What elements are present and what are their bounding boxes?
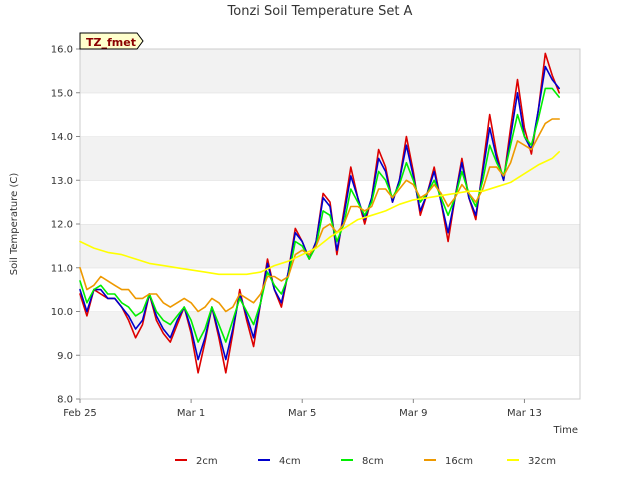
x-axis-label: Time xyxy=(553,425,578,436)
y-axis-ticks: 8.0 9.0 10.0 11.0 12.0 13.0 14.0 15.0 16.0 xyxy=(51,45,80,406)
legend-label-32cm: 32cm xyxy=(528,456,556,467)
series-line-16cm xyxy=(79,118,561,313)
grid-band xyxy=(80,92,580,137)
y-tick-label: 10.0 xyxy=(51,307,73,318)
legend: 2cm 4cm 8cm 16cm 32cm xyxy=(175,456,556,467)
y-tick-label: 16.0 xyxy=(51,45,73,56)
series-line-8cm xyxy=(79,87,561,343)
station-badge: TZ_fmet xyxy=(79,32,144,50)
legend-label-8cm: 8cm xyxy=(362,456,384,467)
grid-band xyxy=(80,49,580,93)
legend-label-16cm: 16cm xyxy=(445,456,473,467)
x-tick-label: Feb 25 xyxy=(63,408,97,419)
y-tick-label: 9.0 xyxy=(57,351,73,362)
grid-band xyxy=(80,224,580,268)
x-tick-label: Mar 5 xyxy=(288,408,316,419)
series-line-32cm xyxy=(79,151,561,276)
badge-shape xyxy=(79,32,144,50)
legend-label-4cm: 4cm xyxy=(279,456,301,467)
series-lines xyxy=(79,52,561,374)
y-tick-label: 11.0 xyxy=(51,263,73,274)
x-tick-label: Mar 13 xyxy=(507,408,542,419)
y-tick-label: 8.0 xyxy=(57,395,73,406)
y-tick-label: 12.0 xyxy=(51,220,73,231)
y-tick-label: 15.0 xyxy=(51,88,73,99)
x-tick-label: Mar 1 xyxy=(177,408,205,419)
y-tick-label: 13.0 xyxy=(51,176,73,187)
x-tick-label: Mar 9 xyxy=(399,408,427,419)
y-axis-label: Soil Temperature (C) xyxy=(9,173,20,276)
badge-label: TZ_fmet xyxy=(86,36,136,49)
legend-label-2cm: 2cm xyxy=(196,456,218,467)
grid-band xyxy=(80,267,580,312)
y-tick-label: 14.0 xyxy=(51,132,73,143)
x-axis-ticks: Feb 25 Mar 1 Mar 5 Mar 9 Mar 13 xyxy=(63,399,542,419)
grid-band xyxy=(80,355,580,399)
chart-title: Tonzi Soil Temperature Set A xyxy=(227,4,413,19)
